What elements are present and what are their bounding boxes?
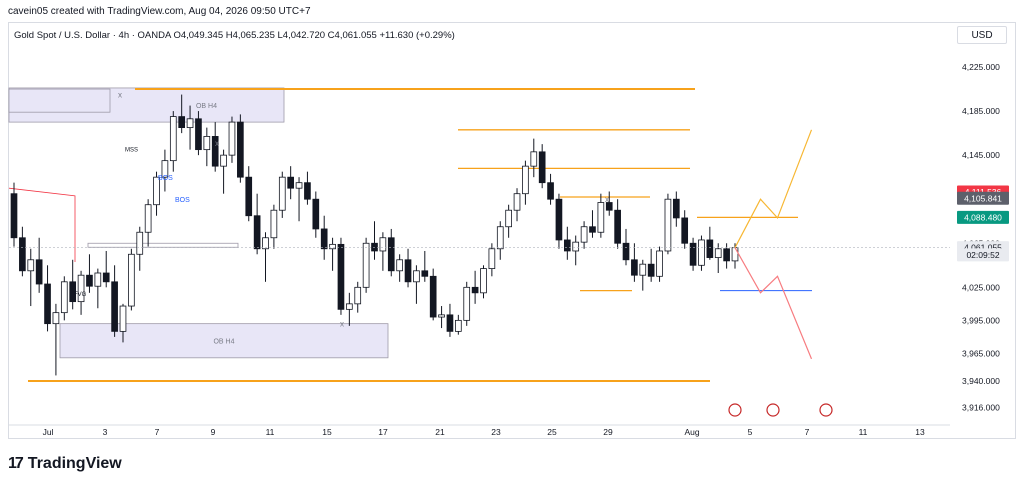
tradingview-logo-icon: 17 (8, 455, 24, 472)
tradingview-brand: 17 TradingView (8, 455, 122, 473)
currency-button[interactable]: USD (957, 26, 1007, 44)
brand-name: TradingView (27, 455, 122, 472)
chart-frame (8, 22, 1016, 439)
symbol-legend[interactable]: Gold Spot / U.S. Dollar · 4h · OANDA O4,… (14, 30, 455, 41)
watermark-text: cavein05 created with TradingView.com, A… (8, 6, 311, 17)
